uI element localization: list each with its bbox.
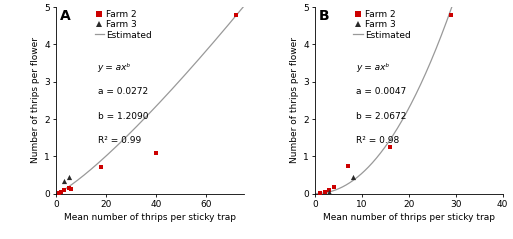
Text: y = axᵇ: y = axᵇ [97, 63, 131, 72]
Point [447, 13, 455, 16]
Point [67, 187, 75, 191]
Point [152, 151, 161, 154]
Point [65, 186, 73, 190]
X-axis label: Mean number of thrips per sticky trap: Mean number of thrips per sticky trap [64, 213, 236, 222]
Text: y = axᵇ: y = axᵇ [357, 63, 390, 72]
Text: a = 0.0272: a = 0.0272 [97, 87, 148, 96]
Text: A: A [60, 9, 71, 23]
Point [330, 185, 338, 189]
Point [57, 190, 66, 194]
Text: a = 0.0047: a = 0.0047 [357, 87, 407, 96]
Point [316, 191, 324, 195]
Point [386, 145, 394, 149]
Point [65, 175, 73, 179]
Point [60, 179, 68, 182]
Text: B: B [319, 9, 329, 23]
Legend: Farm 2, Farm 3, Estimated: Farm 2, Farm 3, Estimated [95, 10, 152, 39]
Y-axis label: Number of thrips per flower: Number of thrips per flower [290, 37, 299, 163]
Point [60, 188, 68, 192]
Text: R² = 0.99: R² = 0.99 [97, 136, 141, 145]
Point [55, 191, 63, 195]
Point [349, 175, 357, 179]
Text: b = 2.0672: b = 2.0672 [357, 112, 407, 120]
Text: b = 1.2090: b = 1.2090 [97, 112, 148, 120]
Point [325, 188, 333, 192]
Point [325, 190, 333, 194]
Y-axis label: Number of thrips per flower: Number of thrips per flower [31, 37, 40, 163]
Point [344, 164, 352, 168]
Point [97, 166, 106, 169]
Text: R² = 0.98: R² = 0.98 [357, 136, 400, 145]
Point [321, 190, 329, 194]
Point [232, 13, 241, 16]
Legend: Farm 2, Farm 3, Estimated: Farm 2, Farm 3, Estimated [353, 10, 411, 39]
X-axis label: Mean number of thrips per sticky trap: Mean number of thrips per sticky trap [323, 213, 495, 222]
